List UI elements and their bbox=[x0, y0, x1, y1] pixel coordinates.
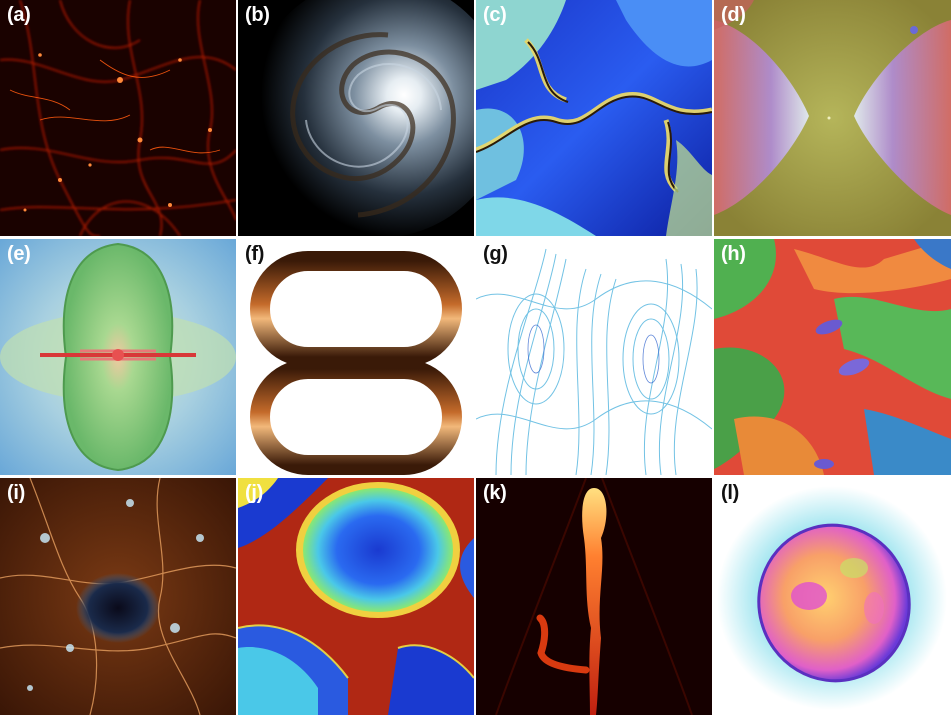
panel-label: (e) bbox=[7, 243, 31, 265]
panel-label: (a) bbox=[7, 4, 31, 26]
panel-label: (b) bbox=[245, 4, 270, 26]
panel-label: (l) bbox=[721, 482, 739, 504]
panel-b-spiral-galaxy: (b) bbox=[238, 0, 474, 236]
panel-label: (j) bbox=[245, 482, 263, 504]
bubble-image bbox=[0, 239, 236, 475]
panel-c-turbulence: (c) bbox=[476, 0, 712, 236]
panel-e-bubble: (e) bbox=[0, 239, 236, 475]
vortex-image bbox=[238, 478, 474, 715]
panel-j-vortex: (j) bbox=[238, 478, 474, 715]
panel-label: (h) bbox=[721, 243, 746, 265]
panel-i-reionization: (i) bbox=[0, 478, 236, 715]
panel-label: (k) bbox=[483, 482, 507, 504]
panel-label: (d) bbox=[721, 4, 746, 26]
panel-l-sphere: (l) bbox=[714, 478, 951, 715]
turbulence-image bbox=[476, 0, 712, 236]
panel-k-flame-jet: (k) bbox=[476, 478, 712, 715]
panel-g-streamlines: (g) bbox=[476, 239, 712, 475]
flame-jet-image bbox=[476, 478, 712, 715]
panel-f-tori: (f) bbox=[238, 239, 474, 475]
spiral-galaxy-image bbox=[238, 0, 474, 236]
streamlines-image bbox=[476, 239, 712, 475]
panel-a-cosmic-web: (a) bbox=[0, 0, 236, 236]
sphere-image bbox=[714, 478, 951, 715]
panel-d-outflow: (d) bbox=[714, 0, 951, 236]
panel-label: (g) bbox=[483, 243, 508, 265]
panel-label: (i) bbox=[7, 482, 25, 504]
reionization-image bbox=[0, 478, 236, 715]
tori-image bbox=[238, 239, 474, 475]
panel-label: (f) bbox=[245, 243, 265, 265]
panel-h-shock-turbulence: (h) bbox=[714, 239, 951, 475]
cosmic-web-image bbox=[0, 0, 236, 236]
panel-label: (c) bbox=[483, 4, 507, 26]
shock-turbulence-image bbox=[714, 239, 951, 475]
outflow-image bbox=[714, 0, 951, 236]
